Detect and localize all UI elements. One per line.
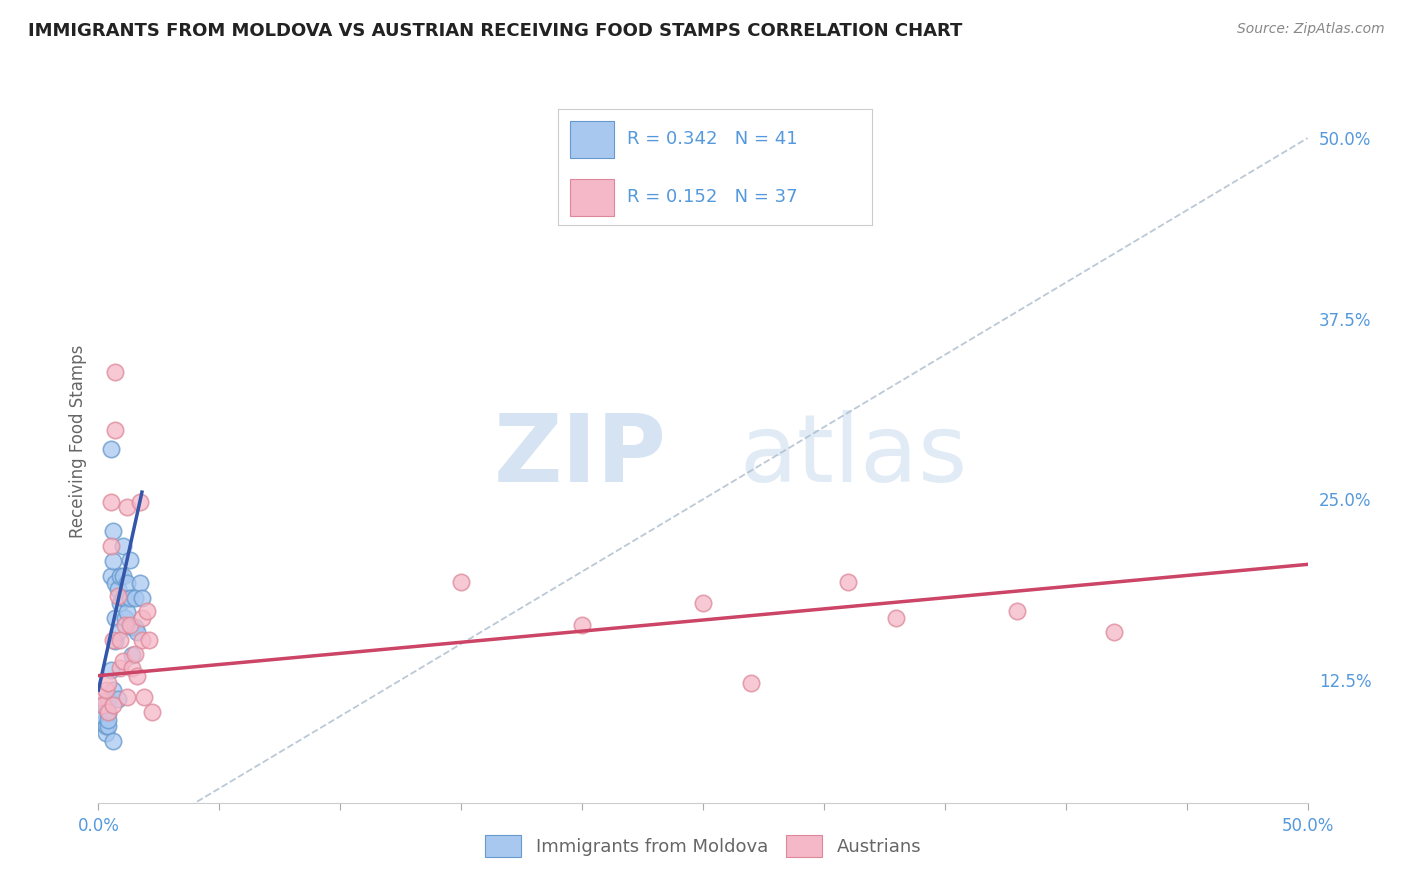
- Point: [97, 676, 120, 690]
- Point: [121, 619, 143, 633]
- Point: [117, 576, 139, 591]
- Point: [107, 582, 129, 596]
- Point: [118, 618, 141, 632]
- Point: [97, 706, 120, 721]
- Point: [124, 591, 146, 605]
- Point: [124, 647, 146, 661]
- Point: [108, 596, 131, 610]
- Point: [107, 625, 129, 640]
- Point: [128, 576, 150, 591]
- Point: [131, 611, 153, 625]
- Point: [114, 618, 136, 632]
- Point: [94, 719, 117, 733]
- Text: atlas: atlas: [740, 410, 967, 502]
- Point: [101, 698, 124, 712]
- Point: [108, 661, 131, 675]
- Point: [692, 596, 714, 610]
- Point: [121, 648, 143, 663]
- Point: [104, 365, 127, 379]
- Text: ZIP: ZIP: [494, 410, 666, 502]
- Point: [91, 709, 114, 723]
- Point: [108, 632, 131, 647]
- Point: [94, 683, 117, 698]
- Point: [108, 569, 131, 583]
- Point: [91, 716, 114, 731]
- Point: [135, 604, 157, 618]
- Point: [100, 495, 122, 509]
- Point: [101, 733, 124, 747]
- Point: [127, 625, 149, 640]
- Point: [111, 591, 134, 605]
- Point: [571, 618, 593, 632]
- Point: [101, 683, 124, 698]
- Point: [111, 569, 134, 583]
- Point: [100, 569, 122, 583]
- Point: [124, 619, 146, 633]
- Point: [114, 591, 136, 605]
- Point: [118, 591, 141, 605]
- Point: [107, 691, 129, 706]
- Point: [131, 632, 153, 647]
- Point: [118, 553, 141, 567]
- Point: [104, 423, 127, 437]
- Text: IMMIGRANTS FROM MOLDOVA VS AUSTRIAN RECEIVING FOOD STAMPS CORRELATION CHART: IMMIGRANTS FROM MOLDOVA VS AUSTRIAN RECE…: [28, 22, 963, 40]
- Point: [138, 632, 160, 647]
- Point: [100, 442, 122, 456]
- Point: [111, 539, 134, 553]
- Point: [94, 726, 117, 740]
- Point: [127, 668, 149, 682]
- Point: [91, 698, 114, 712]
- Point: [100, 539, 122, 553]
- Point: [886, 611, 908, 625]
- Point: [101, 524, 124, 538]
- Point: [134, 690, 156, 705]
- Point: [141, 705, 163, 719]
- Point: [128, 495, 150, 509]
- Point: [104, 576, 127, 591]
- Point: [117, 690, 139, 705]
- Point: [90, 690, 112, 705]
- Point: [740, 676, 762, 690]
- Point: [131, 591, 153, 605]
- Point: [117, 605, 139, 619]
- Point: [111, 654, 134, 668]
- Point: [100, 663, 122, 677]
- Point: [97, 691, 120, 706]
- Point: [101, 554, 124, 568]
- Point: [101, 632, 124, 647]
- Point: [1102, 625, 1125, 640]
- Point: [450, 574, 472, 589]
- Point: [104, 634, 127, 648]
- Point: [1007, 604, 1029, 618]
- Point: [837, 574, 859, 589]
- Point: [117, 500, 139, 514]
- Point: [97, 714, 120, 728]
- Point: [90, 698, 112, 712]
- Point: [94, 698, 117, 712]
- Point: [107, 589, 129, 603]
- Point: [121, 661, 143, 675]
- Point: [114, 611, 136, 625]
- Point: [104, 611, 127, 625]
- Text: Source: ZipAtlas.com: Source: ZipAtlas.com: [1237, 22, 1385, 37]
- Legend: Immigrants from Moldova, Austrians: Immigrants from Moldova, Austrians: [477, 826, 929, 866]
- Point: [97, 719, 120, 733]
- Point: [97, 705, 120, 719]
- Y-axis label: Receiving Food Stamps: Receiving Food Stamps: [69, 345, 87, 538]
